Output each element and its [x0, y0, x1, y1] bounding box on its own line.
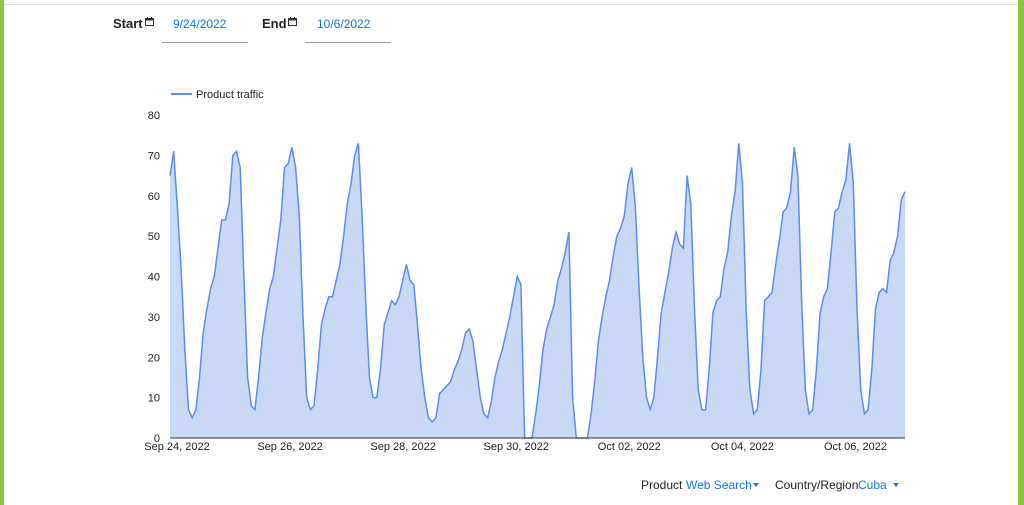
- calendar-icon[interactable]: [145, 17, 154, 26]
- end-date-value[interactable]: 10/6/2022: [317, 17, 371, 31]
- y-axis: 0 10 20 30 40 50 60 70 80: [148, 110, 160, 445]
- traffic-area: [170, 143, 905, 439]
- x-tick-label: Sep 28, 2022: [370, 441, 435, 453]
- start-label: Start: [113, 16, 143, 31]
- y-tick-label: 70: [148, 150, 160, 162]
- traffic-line: [169, 143, 906, 439]
- end-label: End: [262, 16, 287, 31]
- x-tick-label: Oct 04, 2022: [711, 441, 774, 453]
- y-tick-label: 10: [148, 393, 160, 405]
- end-date-field[interactable]: 10/6/2022: [305, 14, 391, 43]
- calendar-icon[interactable]: [288, 17, 297, 26]
- x-tick-label: Oct 02, 2022: [598, 441, 661, 453]
- product-label: Product: [641, 478, 683, 492]
- start-date-value[interactable]: 9/24/2022: [173, 17, 227, 31]
- y-tick-label: 40: [148, 272, 160, 284]
- chart-legend: Product traffic: [171, 89, 264, 101]
- product-dropdown[interactable]: Web Search: [686, 478, 752, 492]
- chevron-down-icon[interactable]: [893, 483, 899, 487]
- x-tick-label: Sep 30, 2022: [484, 441, 549, 453]
- x-tick-label: Oct 06, 2022: [824, 441, 887, 453]
- x-tick-label: Sep 26, 2022: [257, 441, 322, 453]
- x-tick-label: Sep 24, 2022: [144, 441, 209, 453]
- chevron-down-icon[interactable]: [753, 483, 759, 487]
- legend-label: Product traffic: [196, 89, 264, 101]
- region-dropdown[interactable]: Cuba: [858, 478, 887, 492]
- y-tick-label: 20: [148, 352, 160, 364]
- traffic-chart: Product traffic 0 10 20 30 40 50 60 70 80 Sep 24…: [144, 89, 906, 453]
- y-tick-label: 0: [154, 433, 160, 445]
- top-divider: [4, 4, 1018, 5]
- y-tick-label: 50: [148, 231, 160, 243]
- x-axis: Sep 24, 2022 Sep 26, 2022 Sep 28, 2022 Sep …: [144, 441, 887, 453]
- start-date-field[interactable]: 9/24/2022: [162, 14, 248, 43]
- y-tick-label: 60: [148, 191, 160, 203]
- y-tick-label: 30: [148, 312, 160, 324]
- region-label: Country/Region: [775, 478, 859, 492]
- y-tick-label: 80: [148, 110, 160, 122]
